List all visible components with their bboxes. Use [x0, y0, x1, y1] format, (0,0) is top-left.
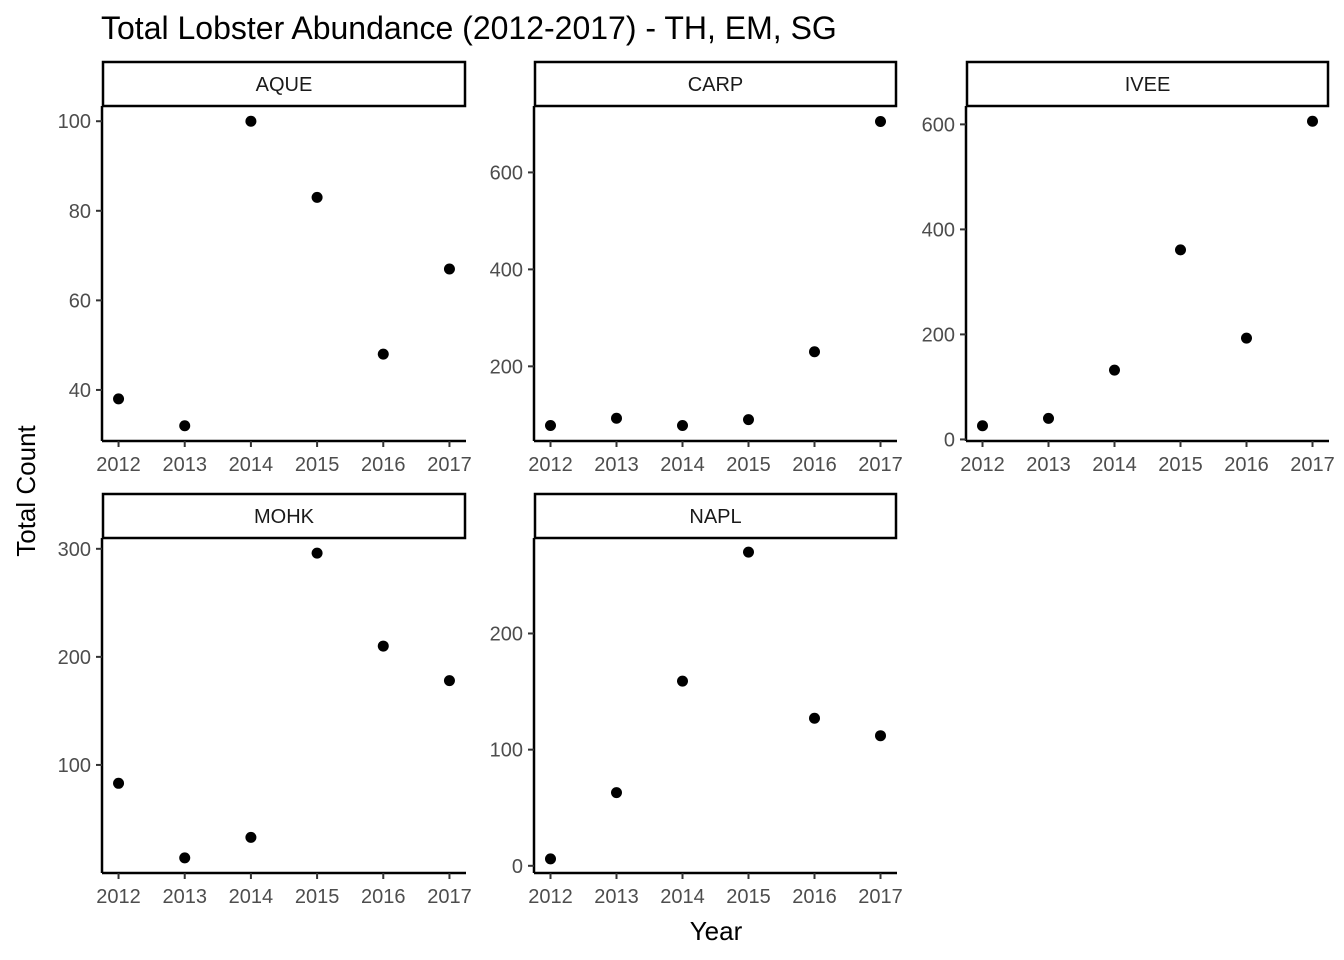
facet-strip: [533, 60, 898, 108]
facet-panel-mohk: MOHK 100 200 300 2012 2013 2014 2015 2016 2017: [58, 492, 472, 908]
facet-strip-label: NAPL: [689, 506, 741, 528]
y-tick-label: 200: [922, 324, 955, 346]
facet-strip-label: IVEE: [1125, 74, 1171, 96]
data-point: [113, 777, 125, 789]
data-point: [377, 640, 389, 652]
data-point: [809, 346, 820, 358]
y-tick-label: 40: [69, 380, 91, 402]
x-axis-title: Year: [690, 916, 743, 946]
facet-strip-label: MOHK: [254, 506, 315, 528]
data-point: [443, 675, 455, 687]
x-tick-label: 2017: [427, 886, 472, 908]
x-tick-label: 2016: [1224, 454, 1269, 476]
facet-strip: [965, 60, 1330, 108]
x-tick-label: 2015: [726, 454, 771, 476]
facet-panel-carp: CARP 200 400 600 2012 2013 2014 2015 2016 2017: [490, 60, 903, 476]
data-point: [113, 393, 125, 405]
data-point: [1043, 412, 1054, 424]
y-tick-label: 80: [69, 201, 91, 223]
data-point: [611, 787, 622, 799]
x-tick-label: 2012: [528, 454, 573, 476]
facet-strip-label: AQUE: [256, 74, 313, 96]
x-tick-label: 2013: [594, 454, 639, 476]
y-tick-label: 200: [490, 623, 523, 645]
x-tick-label: 2014: [1092, 454, 1137, 476]
data-point: [611, 412, 622, 424]
y-tick-label: 100: [58, 111, 91, 133]
x-tick-label: 2015: [1158, 454, 1203, 476]
x-tick-label: 2015: [726, 886, 771, 908]
data-point: [443, 263, 455, 275]
data-point: [743, 546, 754, 558]
x-tick-label: 2013: [594, 886, 639, 908]
data-point: [545, 419, 556, 431]
y-tick-label: 400: [490, 259, 523, 281]
x-tick-label: 2012: [960, 454, 1005, 476]
facet-panel-ivee: IVEE 0 200 400 600 2012 2013 2014 2015 2016 2017: [922, 60, 1335, 476]
x-tick-label: 2012: [96, 454, 141, 476]
y-tick-label: 60: [69, 290, 91, 312]
data-point: [743, 414, 754, 426]
x-tick-label: 2013: [162, 886, 207, 908]
facet-panel-aque: AQUE 40 60 80 100 2012 2013 2014 2015 2016 2017: [58, 60, 472, 476]
x-tick-label: 2012: [96, 886, 141, 908]
x-tick-label: 2015: [295, 886, 340, 908]
facet-strip-label: CARP: [688, 74, 744, 96]
y-tick-label: 200: [58, 647, 91, 669]
data-point: [875, 116, 886, 128]
data-point: [311, 191, 323, 203]
y-tick-label: 0: [512, 856, 523, 878]
data-point: [977, 420, 988, 432]
data-point: [677, 419, 688, 431]
facet-strip: [101, 492, 467, 540]
data-point: [377, 348, 389, 360]
y-tick-label: 600: [490, 162, 523, 184]
data-point: [1241, 332, 1252, 344]
x-tick-label: 2017: [858, 886, 903, 908]
data-point: [545, 853, 556, 865]
x-tick-label: 2016: [792, 454, 837, 476]
data-point: [1109, 364, 1120, 376]
y-tick-label: 400: [922, 219, 955, 241]
data-point: [809, 712, 820, 724]
x-tick-label: 2016: [792, 886, 837, 908]
x-tick-label: 2017: [1290, 454, 1335, 476]
chart-title: Total Lobster Abundance (2012-2017) - TH…: [101, 10, 837, 46]
data-point: [179, 852, 191, 864]
x-tick-label: 2012: [528, 886, 573, 908]
x-tick-label: 2016: [361, 454, 406, 476]
x-tick-label: 2016: [361, 886, 406, 908]
x-tick-label: 2014: [229, 454, 274, 476]
data-point: [1307, 115, 1318, 127]
x-tick-label: 2014: [660, 886, 705, 908]
data-point: [1175, 244, 1186, 256]
y-tick-label: 300: [58, 539, 91, 561]
x-tick-label: 2017: [427, 454, 472, 476]
y-tick-label: 100: [58, 755, 91, 777]
data-point: [677, 675, 688, 687]
y-axis-title: Total Count: [11, 424, 41, 556]
facet-strip: [533, 492, 898, 540]
data-point: [179, 420, 191, 432]
x-tick-label: 2013: [162, 454, 207, 476]
y-tick-label: 100: [490, 740, 523, 762]
x-tick-label: 2015: [295, 454, 340, 476]
data-point: [245, 831, 257, 843]
x-tick-label: 2013: [1026, 454, 1071, 476]
facet-strip: [101, 60, 467, 108]
x-tick-label: 2014: [660, 454, 705, 476]
y-tick-label: 600: [922, 114, 955, 136]
x-tick-label: 2014: [229, 886, 274, 908]
x-tick-label: 2017: [858, 454, 903, 476]
y-tick-label: 200: [490, 356, 523, 378]
data-point: [311, 547, 323, 559]
facet-panel-napl: NAPL 0 100 200 2012 2013 2014 2015 2016 2017: [490, 492, 903, 908]
data-point: [245, 115, 257, 127]
data-point: [875, 730, 886, 742]
y-tick-label: 0: [944, 429, 955, 451]
